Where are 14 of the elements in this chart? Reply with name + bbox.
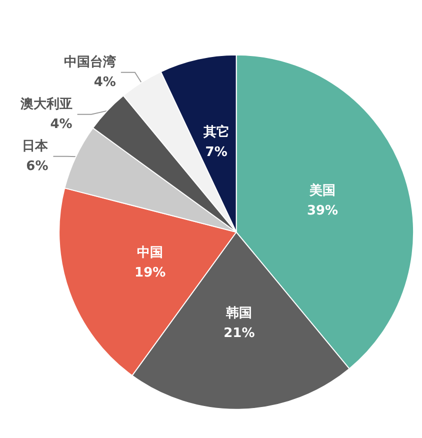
data-label: 19%: [134, 266, 166, 281]
slice-label: 日本: [22, 138, 50, 154]
slice-label: 韩国: [225, 306, 252, 322]
slice-label: 中国台湾: [64, 54, 116, 70]
data-label: 39%: [306, 204, 338, 219]
data-label: 4%: [50, 116, 72, 132]
slice-label: 其它: [202, 124, 230, 140]
data-label: 6%: [26, 158, 48, 174]
slice-label: 美国: [308, 182, 336, 199]
slice-label: 澳大利亚: [19, 96, 72, 112]
data-label: 21%: [224, 326, 255, 342]
data-label: 4%: [94, 74, 116, 90]
data-label: 7%: [205, 145, 228, 160]
slice-label: 中国: [137, 246, 164, 261]
